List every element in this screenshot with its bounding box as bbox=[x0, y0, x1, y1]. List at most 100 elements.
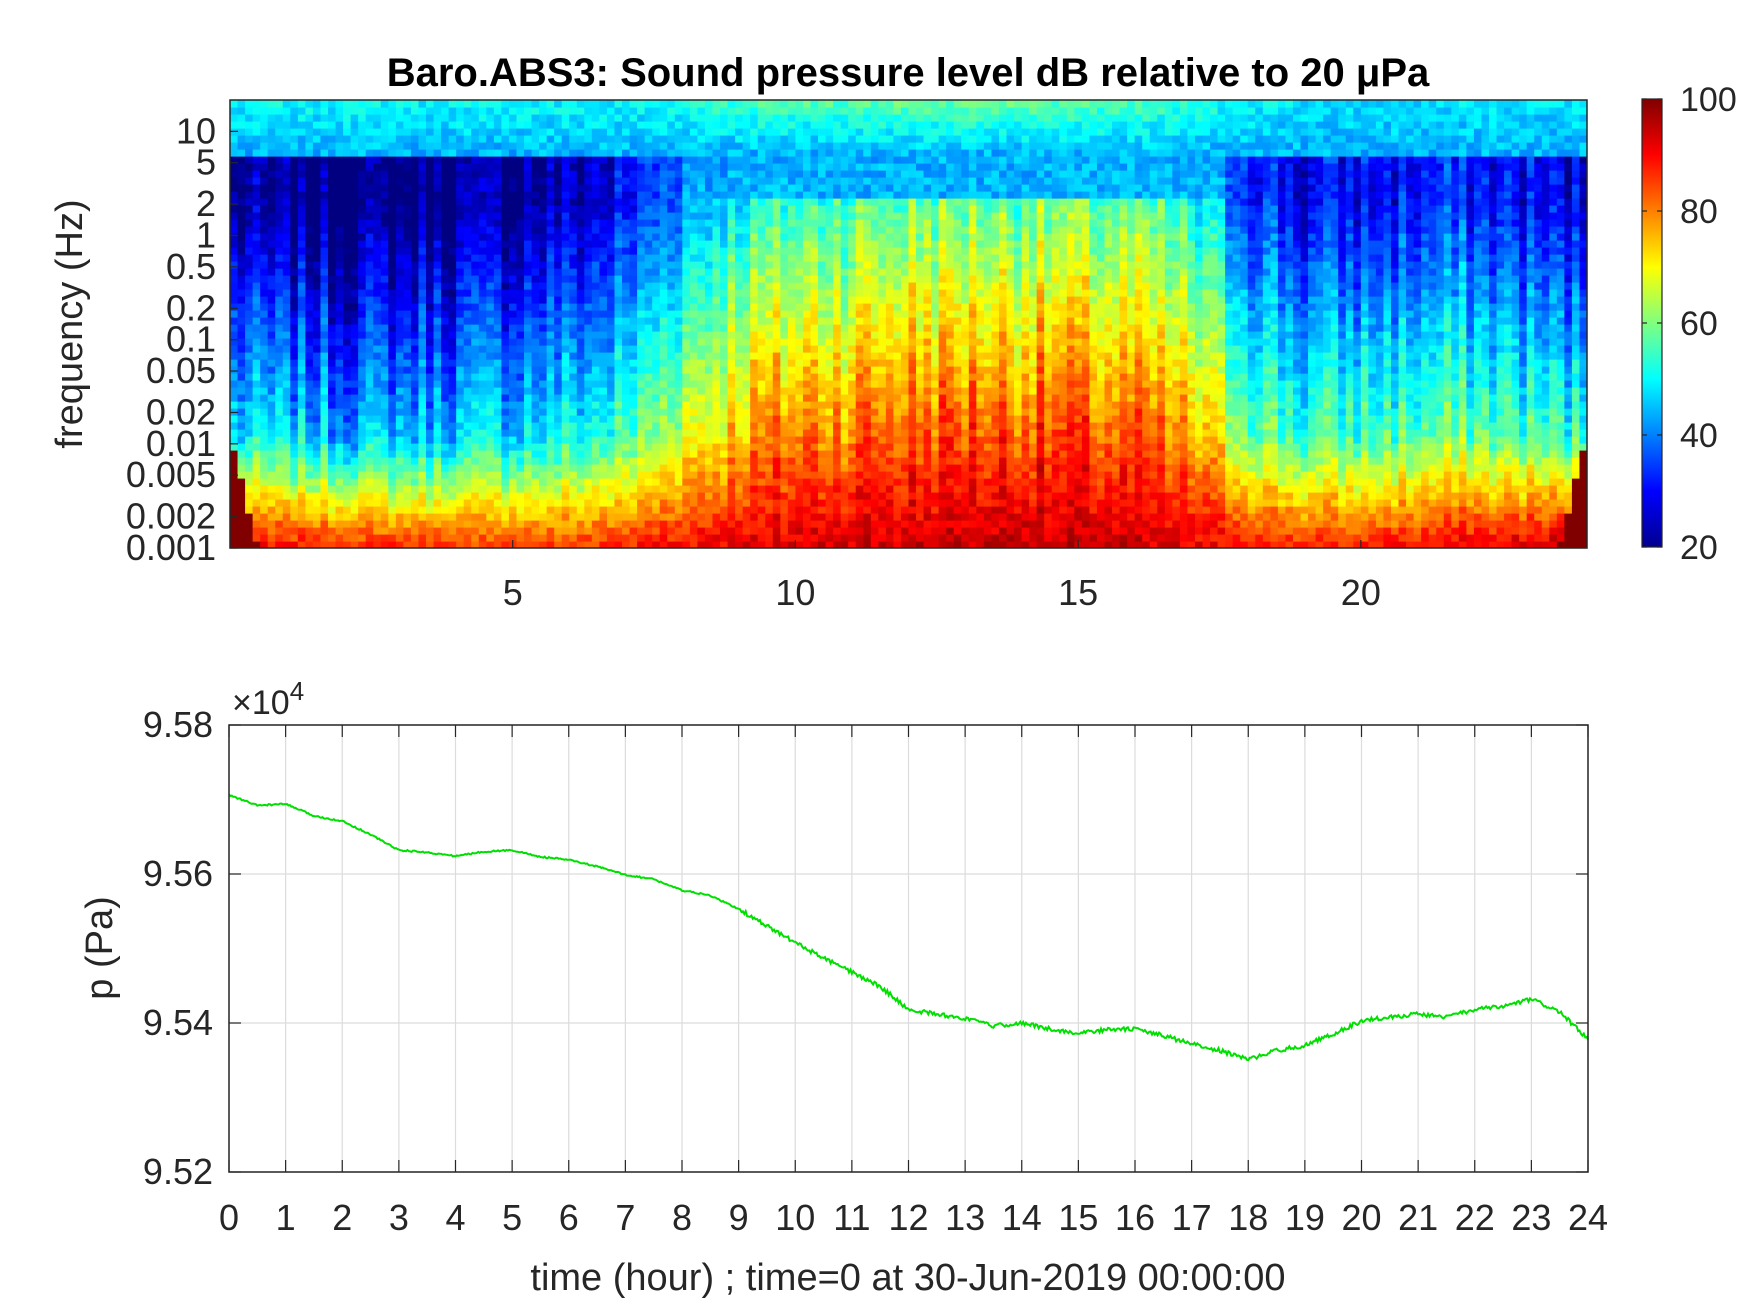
heatmap-cell bbox=[260, 352, 269, 360]
heatmap-cell bbox=[757, 429, 766, 437]
heatmap-cell bbox=[478, 282, 487, 290]
heatmap-cell bbox=[290, 401, 299, 409]
heatmap-cell bbox=[606, 394, 616, 402]
heatmap-cell bbox=[501, 394, 510, 402]
heatmap-cell bbox=[471, 170, 480, 178]
heatmap-cell bbox=[546, 492, 555, 500]
heatmap-cell bbox=[802, 184, 812, 192]
heatmap-cell bbox=[787, 205, 797, 213]
heatmap-cell bbox=[652, 296, 661, 304]
heatmap-cell bbox=[795, 317, 804, 325]
heatmap-cell bbox=[810, 310, 819, 318]
heatmap-cell bbox=[395, 534, 404, 542]
heatmap-cell bbox=[599, 163, 608, 171]
heatmap-cell bbox=[546, 478, 555, 486]
heatmap-cell bbox=[320, 485, 329, 493]
heatmap-cell bbox=[810, 506, 819, 514]
heatmap-cell bbox=[810, 380, 819, 388]
heatmap-cell bbox=[433, 485, 442, 493]
heatmap-cell bbox=[735, 114, 744, 122]
heatmap-cell bbox=[742, 345, 751, 353]
heatmap-cell bbox=[712, 163, 721, 171]
heatmap-cell bbox=[689, 205, 699, 213]
heatmap-cell bbox=[622, 219, 631, 227]
heatmap-cell bbox=[463, 268, 472, 276]
heatmap-cell bbox=[652, 233, 661, 241]
heatmap-cell bbox=[780, 303, 789, 311]
heatmap-cell bbox=[750, 107, 759, 115]
heatmap-cell bbox=[403, 184, 412, 192]
heatmap-cell bbox=[403, 149, 412, 157]
heatmap-cell bbox=[501, 436, 510, 444]
heatmap-cell bbox=[297, 415, 306, 423]
heatmap-cell bbox=[810, 121, 819, 129]
heatmap-cell bbox=[508, 450, 518, 458]
heatmap-cell bbox=[599, 205, 608, 213]
heatmap-cell bbox=[478, 296, 487, 304]
heatmap-cell bbox=[584, 261, 593, 269]
heatmap-cell bbox=[674, 247, 683, 255]
heatmap-cell bbox=[282, 408, 291, 416]
heatmap-cell bbox=[486, 541, 495, 548]
heatmap-cell bbox=[561, 485, 570, 493]
heatmap-cell bbox=[508, 282, 518, 290]
heatmap-cell bbox=[757, 240, 766, 248]
heatmap-cell bbox=[674, 219, 683, 227]
heatmap-cell bbox=[350, 177, 359, 185]
heatmap-cell bbox=[312, 345, 322, 353]
heatmap-cell bbox=[742, 142, 751, 150]
heatmap-cell bbox=[689, 443, 699, 451]
heatmap-cell bbox=[305, 471, 314, 479]
heatmap-cell bbox=[644, 366, 653, 374]
heatmap-cell bbox=[282, 478, 291, 486]
heatmap-cell bbox=[629, 303, 638, 311]
heatmap-cell bbox=[539, 471, 548, 479]
heatmap-cell bbox=[478, 415, 487, 423]
heatmap-cell bbox=[704, 499, 714, 507]
heatmap-cell bbox=[456, 268, 465, 276]
heatmap-cell bbox=[689, 352, 699, 360]
heatmap-cell bbox=[667, 128, 676, 136]
heatmap-cell bbox=[358, 541, 367, 548]
heatmap-cell bbox=[622, 513, 631, 521]
heatmap-cell bbox=[418, 121, 427, 129]
heatmap-cell bbox=[637, 226, 646, 234]
heatmap-cell bbox=[546, 506, 555, 514]
heatmap-cell bbox=[358, 401, 367, 409]
heatmap-cell bbox=[765, 408, 774, 416]
heatmap-cell bbox=[305, 352, 314, 360]
heatmap-cell bbox=[433, 107, 442, 115]
heatmap-cell bbox=[305, 429, 314, 437]
heatmap-cell bbox=[350, 415, 359, 423]
heatmap-cell bbox=[426, 499, 435, 507]
heatmap-cell bbox=[448, 345, 457, 353]
heatmap-cell bbox=[335, 394, 344, 402]
heatmap-cell bbox=[591, 450, 601, 458]
heatmap-cell bbox=[350, 254, 359, 262]
heatmap-cell bbox=[591, 443, 601, 451]
heatmap-cell bbox=[524, 450, 533, 458]
heatmap-cell bbox=[516, 226, 525, 234]
heatmap-cell bbox=[622, 527, 631, 535]
heatmap-cell bbox=[554, 366, 563, 374]
heatmap-cell bbox=[712, 268, 721, 276]
heatmap-cell bbox=[667, 485, 676, 493]
heatmap-cell bbox=[637, 114, 646, 122]
heatmap-cell bbox=[802, 212, 812, 220]
heatmap-cell bbox=[441, 233, 450, 241]
heatmap-cell bbox=[275, 107, 284, 115]
heatmap-cell bbox=[312, 534, 322, 542]
heatmap-cell bbox=[614, 534, 623, 542]
heatmap-cell bbox=[576, 387, 585, 395]
heatmap-cell bbox=[802, 380, 812, 388]
heatmap-cell bbox=[561, 415, 570, 423]
heatmap-cell bbox=[644, 345, 653, 353]
heatmap-cell bbox=[674, 303, 683, 311]
heatmap-cell bbox=[297, 520, 306, 528]
heatmap-cell bbox=[365, 457, 374, 465]
heatmap-cell bbox=[456, 436, 465, 444]
heatmap-cell bbox=[524, 100, 533, 108]
heatmap-cell bbox=[561, 527, 570, 535]
heatmap-cell bbox=[644, 429, 653, 437]
heatmap-cell bbox=[343, 443, 352, 451]
